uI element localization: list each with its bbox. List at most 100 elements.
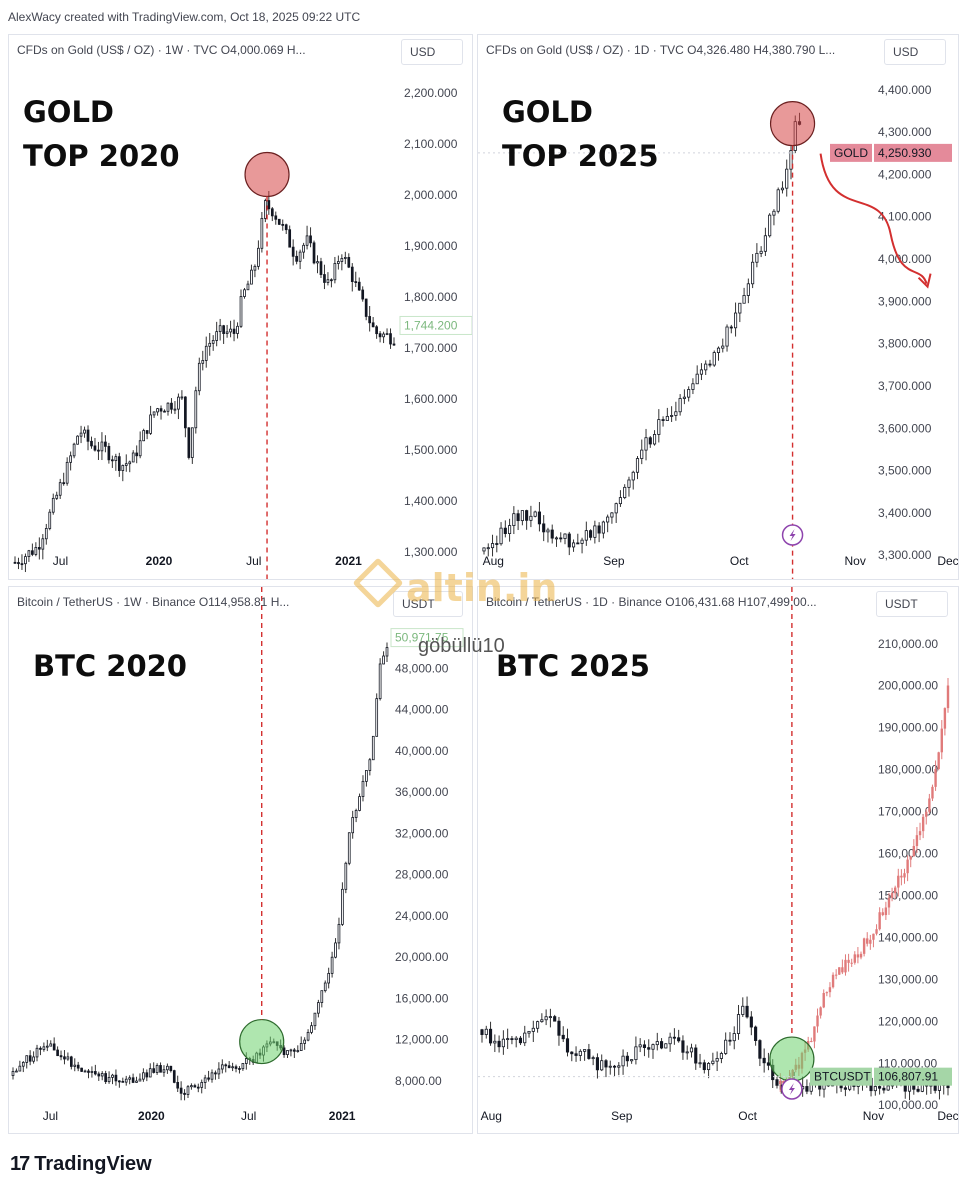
chart-panel-btc-2020: 48,000.00 44,000.00 40,000.00 36,000.00 32,0… [8,586,473,1134]
candle-body [734,312,738,329]
y-tick-label: 180,000.00 [878,763,938,777]
candle-body [664,1043,668,1049]
candle-body [527,1030,531,1034]
currency-unit-button[interactable]: USDT [876,591,948,617]
projection-candle [810,1041,813,1043]
candle-body [758,1040,762,1059]
y-tick-label: 2,200.000 [404,86,458,100]
currency-unit-button[interactable]: USD [884,39,946,65]
candle-body [173,408,177,411]
candle-body [51,497,55,513]
candle-body [214,1072,217,1075]
candle-body [678,398,682,413]
candle-body [368,316,372,324]
x-tick-label: Sep [603,554,625,568]
candle-body [537,511,541,525]
candle-body [100,441,104,452]
candle-body [544,1016,548,1021]
candle-body [244,1058,248,1064]
candle-body [121,1080,125,1083]
gold-2020-chart[interactable]: 2,200.000 2,100.000 2,000.000 1,900.000 1,80… [9,35,472,579]
projection-candle [844,959,847,973]
candle-body [303,1039,306,1044]
symbol-header[interactable]: CFDs on Gold (US$ / OZ) · 1W · TVC O4,00… [17,43,306,57]
candle-body [389,333,392,345]
candle-body [687,389,691,398]
candle-body [486,547,490,550]
y-tick-label: 2,100.000 [404,137,458,151]
tradingview-logo[interactable]: 17 TradingView [10,1153,152,1176]
candle-body [635,458,640,473]
candle-body [289,1049,293,1052]
candle-body [238,1068,241,1070]
y-tick-label: 24,000.00 [395,909,449,923]
candle-body [18,1065,22,1072]
symbol-tag: BTCUSDT [814,1070,871,1084]
candle-body [333,263,337,281]
candle-body [601,521,605,534]
annotation-title: BTC 2020 [33,649,187,683]
candle-body [754,1026,758,1041]
candle-body [488,1028,493,1044]
y-tick-label: 120,000.00 [878,1014,938,1028]
candle-body [15,1070,18,1073]
projection-candle [862,938,866,954]
y-tick-label: 1,700.000 [404,341,458,355]
candle-body [704,363,708,371]
author-credit: AlexWacy created with TradingView.com, O… [8,10,361,24]
candle-body [751,261,755,285]
candle-body [166,402,170,412]
candle-body [647,1047,651,1050]
last-price-box [399,315,472,335]
y-tick-label: 3,500.000 [878,464,932,478]
candle-body [531,1027,535,1032]
candle-body [805,1086,809,1092]
candle-body [309,235,312,244]
projection-candle [813,1026,816,1042]
candle-body [518,1037,523,1044]
candle-body [39,1047,42,1050]
candle-body [612,1065,617,1068]
candle-body [712,352,716,366]
symbol-header[interactable]: CFDs on Gold (US$ / OZ) · 1D · TVC O4,32… [486,43,836,57]
candle-body [385,647,389,657]
symbol-header[interactable]: Bitcoin / TetherUS · 1W · Binance O114,9… [17,595,290,609]
candle-body [382,655,385,665]
candle-body [702,1062,706,1071]
symbol-header[interactable]: Bitcoin / TetherUS · 1D · Binance O106,4… [486,595,817,609]
candle-body [482,547,486,552]
candle-body [196,1086,200,1089]
gold-2025-chart[interactable]: 4,400.000 4,300.000 4,200.000 4,100.000 4,00… [478,35,958,579]
annotation-line-1: GOLD [23,95,115,129]
projection-candle [903,873,906,878]
btc-2020-chart[interactable]: 48,000.00 44,000.00 40,000.00 36,000.00 32,0… [9,587,472,1133]
candle-body [330,279,333,282]
x-tick-label: Oct [730,554,749,568]
candle-body [131,1077,135,1083]
candle-body [533,511,537,517]
y-tick-label: 32,000.00 [395,826,449,840]
candle-body [561,1034,565,1040]
candle-body [327,972,331,984]
candle-body [724,1039,728,1054]
candle-body [610,512,614,518]
candle-body [677,1037,681,1042]
btc-2025-chart[interactable]: 210,000.00 200,000.00 190,000.00 180,000.00… [478,587,958,1133]
y-tick-label: 28,000.00 [395,868,449,882]
candle-body [128,461,132,465]
candle-body [554,537,559,540]
projection-candle [931,786,934,799]
top-highlight-circle [244,151,290,198]
y-tick-label: 36,000.00 [395,785,449,799]
currency-unit-button[interactable]: USD [401,39,463,65]
candle-body [506,1038,510,1041]
candle-body [563,533,567,539]
currency-unit-button[interactable]: USDT [393,591,463,617]
chart-panel-btc-2025: 210,000.00 200,000.00 190,000.00 180,000.00… [477,586,959,1134]
x-tick-label: 2020 [146,554,173,568]
candle-body [618,497,623,505]
candle-body [62,482,66,485]
candle-body [180,396,184,399]
candle-body [83,1070,87,1073]
candle-body [608,1065,612,1068]
